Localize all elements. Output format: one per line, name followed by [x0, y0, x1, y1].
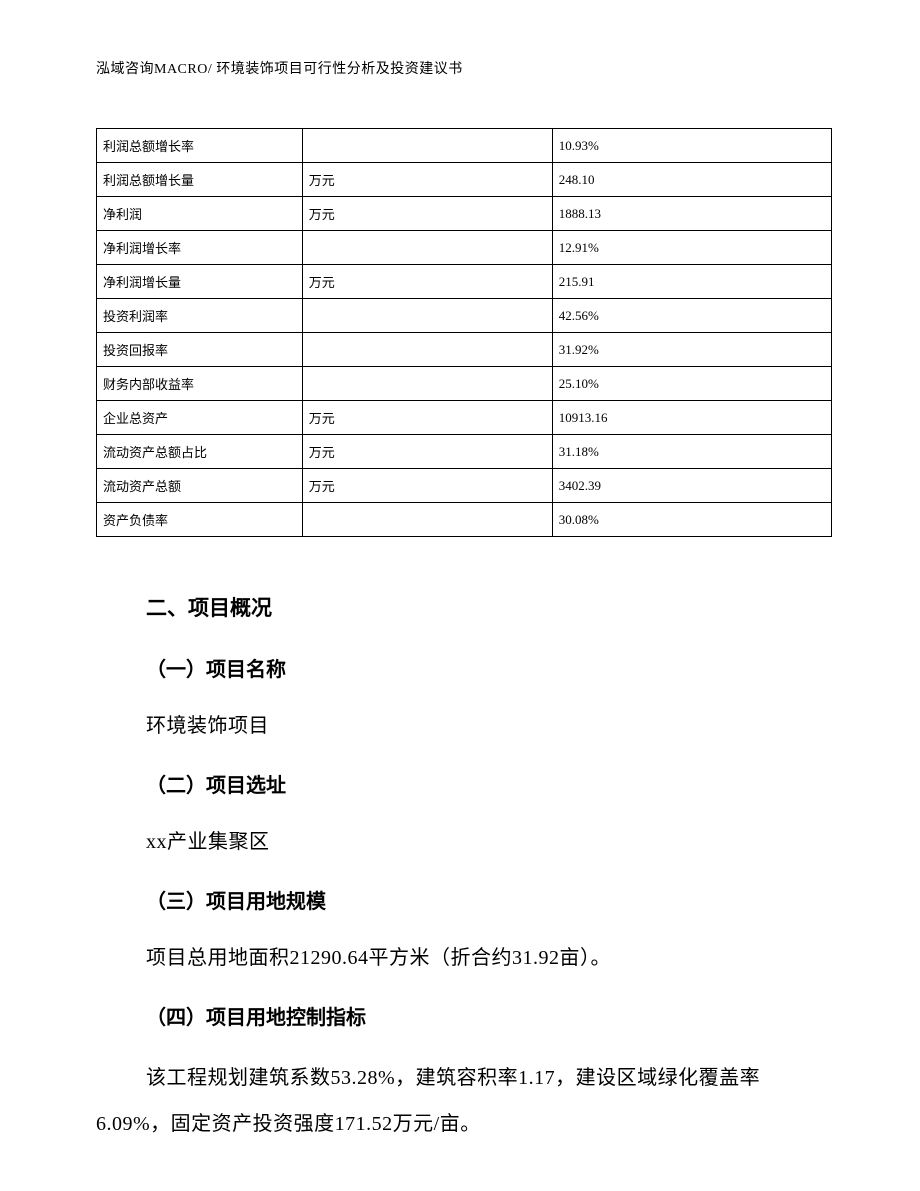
cell-indicator: 投资回报率 — [97, 333, 303, 367]
table-row: 流动资产总额占比 万元 31.18% — [97, 435, 832, 469]
section-title-main: 二、项目概况 — [146, 589, 822, 629]
cell-unit — [302, 333, 552, 367]
body-text: 二、项目概况 （一）项目名称 环境装饰项目 （二）项目选址 xx产业集聚区 （三… — [96, 589, 832, 1147]
cell-indicator: 净利润 — [97, 197, 303, 231]
cell-unit: 万元 — [302, 163, 552, 197]
table-row: 投资利润率 42.56% — [97, 299, 832, 333]
subsection-title-1: （一）项目名称 — [146, 651, 822, 689]
cell-indicator: 流动资产总额 — [97, 469, 303, 503]
cell-value: 31.18% — [552, 435, 831, 469]
cell-unit — [302, 299, 552, 333]
cell-value: 30.08% — [552, 503, 831, 537]
table-row: 净利润增长量 万元 215.91 — [97, 265, 832, 299]
cell-value: 12.91% — [552, 231, 831, 265]
table-row: 利润总额增长量 万元 248.10 — [97, 163, 832, 197]
subsection-title-3: （三）项目用地规模 — [146, 883, 822, 921]
cell-indicator: 企业总资产 — [97, 401, 303, 435]
table-row: 利润总额增长率 10.93% — [97, 129, 832, 163]
cell-unit — [302, 231, 552, 265]
cell-indicator: 资产负债率 — [97, 503, 303, 537]
cell-indicator: 流动资产总额占比 — [97, 435, 303, 469]
table-body: 利润总额增长率 10.93% 利润总额增长量 万元 248.10 净利润 万元 … — [97, 129, 832, 537]
cell-unit — [302, 367, 552, 401]
table-row: 投资回报率 31.92% — [97, 333, 832, 367]
cell-unit — [302, 129, 552, 163]
cell-indicator: 净利润增长率 — [97, 231, 303, 265]
cell-value: 42.56% — [552, 299, 831, 333]
cell-indicator: 财务内部收益率 — [97, 367, 303, 401]
cell-indicator: 利润总额增长率 — [97, 129, 303, 163]
subsection-title-2: （二）项目选址 — [146, 767, 822, 805]
cell-unit — [302, 503, 552, 537]
cell-value: 31.92% — [552, 333, 831, 367]
cell-unit: 万元 — [302, 265, 552, 299]
page-header: 泓域咨询MACRO/ 环境装饰项目可行性分析及投资建议书 — [96, 58, 463, 78]
table-row: 流动资产总额 万元 3402.39 — [97, 469, 832, 503]
cell-indicator: 净利润增长量 — [97, 265, 303, 299]
header-text: 泓域咨询MACRO/ 环境装饰项目可行性分析及投资建议书 — [96, 62, 463, 77]
cell-unit: 万元 — [302, 469, 552, 503]
cell-value: 10.93% — [552, 129, 831, 163]
cell-unit: 万元 — [302, 401, 552, 435]
cell-value: 10913.16 — [552, 401, 831, 435]
cell-value: 215.91 — [552, 265, 831, 299]
subsection-content-1: 环境装饰项目 — [146, 707, 822, 745]
subsection-title-4: （四）项目用地控制指标 — [146, 999, 822, 1037]
cell-value: 1888.13 — [552, 197, 831, 231]
subsection-content-2: xx产业集聚区 — [146, 823, 822, 861]
table-row: 净利润增长率 12.91% — [97, 231, 832, 265]
financial-table: 利润总额增长率 10.93% 利润总额增长量 万元 248.10 净利润 万元 … — [96, 128, 832, 537]
table-row: 财务内部收益率 25.10% — [97, 367, 832, 401]
table-row: 企业总资产 万元 10913.16 — [97, 401, 832, 435]
cell-value: 3402.39 — [552, 469, 831, 503]
cell-unit: 万元 — [302, 435, 552, 469]
cell-indicator: 利润总额增长量 — [97, 163, 303, 197]
subsection-content-3: 项目总用地面积21290.64平方米（折合约31.92亩）。 — [146, 939, 822, 977]
content-area: 利润总额增长率 10.93% 利润总额增长量 万元 248.10 净利润 万元 … — [96, 128, 832, 1153]
table-row: 资产负债率 30.08% — [97, 503, 832, 537]
cell-indicator: 投资利润率 — [97, 299, 303, 333]
subsection-content-4: 该工程规划建筑系数53.28%，建筑容积率1.17，建设区域绿化覆盖率6.09%… — [96, 1055, 822, 1147]
table-row: 净利润 万元 1888.13 — [97, 197, 832, 231]
cell-value: 248.10 — [552, 163, 831, 197]
cell-unit: 万元 — [302, 197, 552, 231]
cell-value: 25.10% — [552, 367, 831, 401]
